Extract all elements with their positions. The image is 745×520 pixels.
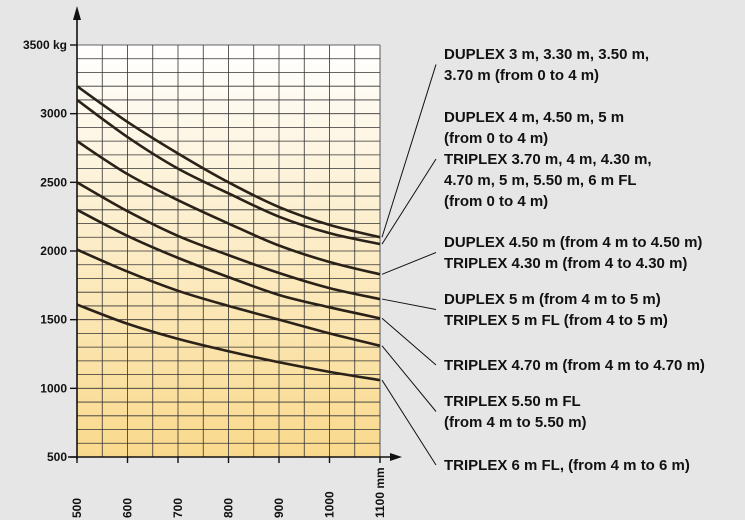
legend-text-line: (from 0 to 4 m) — [444, 193, 548, 210]
legend-text-line: TRIPLEX 3.70 m, 4 m, 4.30 m, — [444, 151, 652, 168]
legend-text-line: DUPLEX 4.50 m (from 4 m to 4.50 m) — [444, 234, 702, 251]
legend-entry: DUPLEX 4 m, 4.50 m, 5 m (from 0 to 4 m) TR… — [444, 109, 652, 210]
x-tick-label: 1000 — [323, 491, 337, 518]
legend-text-line: DUPLEX 3 m, 3.30 m, 3.50 m, — [444, 46, 649, 63]
leader-line — [381, 252, 437, 275]
series-lines — [76, 85, 381, 382]
series-line — [76, 181, 381, 301]
grid-vertical — [101, 45, 381, 457]
x-tick-label: 800 — [222, 498, 236, 518]
x-axis-ticks: 500 600 700 800 900 1000 1100 mm — [70, 457, 387, 518]
x-axis-arrow — [390, 453, 402, 461]
legend-text-line: DUPLEX 4 m, 4.50 m, 5 m — [444, 109, 624, 126]
leader-line — [381, 158, 437, 245]
x-tick-label: 1100 mm — [373, 467, 387, 518]
leader-line — [381, 298, 437, 310]
y-tick-label: 500 — [47, 450, 67, 464]
legend-entry: DUPLEX 4.50 m (from 4 m to 4.50 m) TRIPLE… — [444, 234, 702, 272]
series-line — [76, 98, 381, 246]
y-tick-label: 2000 — [40, 244, 67, 258]
series-line — [76, 140, 381, 276]
y-tick-label: 3500 kg — [23, 38, 67, 52]
legend-text-line: TRIPLEX 5.50 m FL — [444, 393, 581, 410]
y-tick-label: 1500 — [40, 313, 67, 327]
legend-text-line: 3.70 m (from 0 to 4 m) — [444, 67, 599, 84]
y-axis-arrow — [73, 6, 81, 20]
legend-text-line: (from 4 m to 5.50 m) — [444, 414, 587, 431]
legend-text-line: TRIPLEX 4.70 m (from 4 m to 4.70 m) — [444, 357, 705, 374]
leader-line — [381, 379, 437, 466]
legend-entry: DUPLEX 3 m, 3.30 m, 3.50 m, 3.70 m (from … — [444, 46, 649, 84]
legend-leader-lines — [381, 64, 437, 466]
x-tick-label: 600 — [121, 498, 135, 518]
legend-entry: DUPLEX 5 m (from 4 m to 5 m) TRIPLEX 5 m … — [444, 291, 668, 329]
x-tick-label: 900 — [272, 498, 286, 518]
legend-entry: TRIPLEX 6 m FL, (from 4 m to 6 m) — [444, 457, 690, 474]
leader-line — [381, 317, 437, 366]
legend-text-line: TRIPLEX 5 m FL (from 4 to 5 m) — [444, 312, 668, 329]
series-line — [76, 248, 381, 348]
legend-text-line: TRIPLEX 4.30 m (from 4 to 4.30 m) — [444, 255, 687, 272]
x-tick-label: 500 — [70, 498, 84, 518]
series-line — [76, 303, 381, 382]
legend-text-line: TRIPLEX 6 m FL, (from 4 m to 6 m) — [444, 457, 690, 474]
series-line — [76, 208, 381, 320]
y-tick-label: 1000 — [40, 381, 67, 395]
legend-entry: TRIPLEX 4.70 m (from 4 m to 4.70 m) — [444, 357, 705, 374]
axes — [68, 6, 402, 461]
y-tick-label: 3000 — [40, 107, 67, 121]
y-axis-ticks: 3500 kg 3000 2500 2000 1500 1000 500 — [23, 38, 77, 464]
leader-line — [381, 345, 437, 412]
legend-entry: TRIPLEX 5.50 m FL (from 4 m to 5.50 m) — [444, 393, 587, 431]
series-line — [76, 85, 381, 239]
legend-text-line: (from 0 to 4 m) — [444, 130, 548, 147]
legend-text-line: DUPLEX 5 m (from 4 m to 5 m) — [444, 291, 661, 308]
legend-text-line: 4.70 m, 5 m, 5.50 m, 6 m FL — [444, 172, 637, 189]
legend: DUPLEX 3 m, 3.30 m, 3.50 m, 3.70 m (from … — [444, 46, 705, 474]
x-tick-label: 700 — [171, 498, 185, 518]
leader-line — [381, 64, 437, 238]
y-tick-label: 2500 — [40, 175, 67, 189]
